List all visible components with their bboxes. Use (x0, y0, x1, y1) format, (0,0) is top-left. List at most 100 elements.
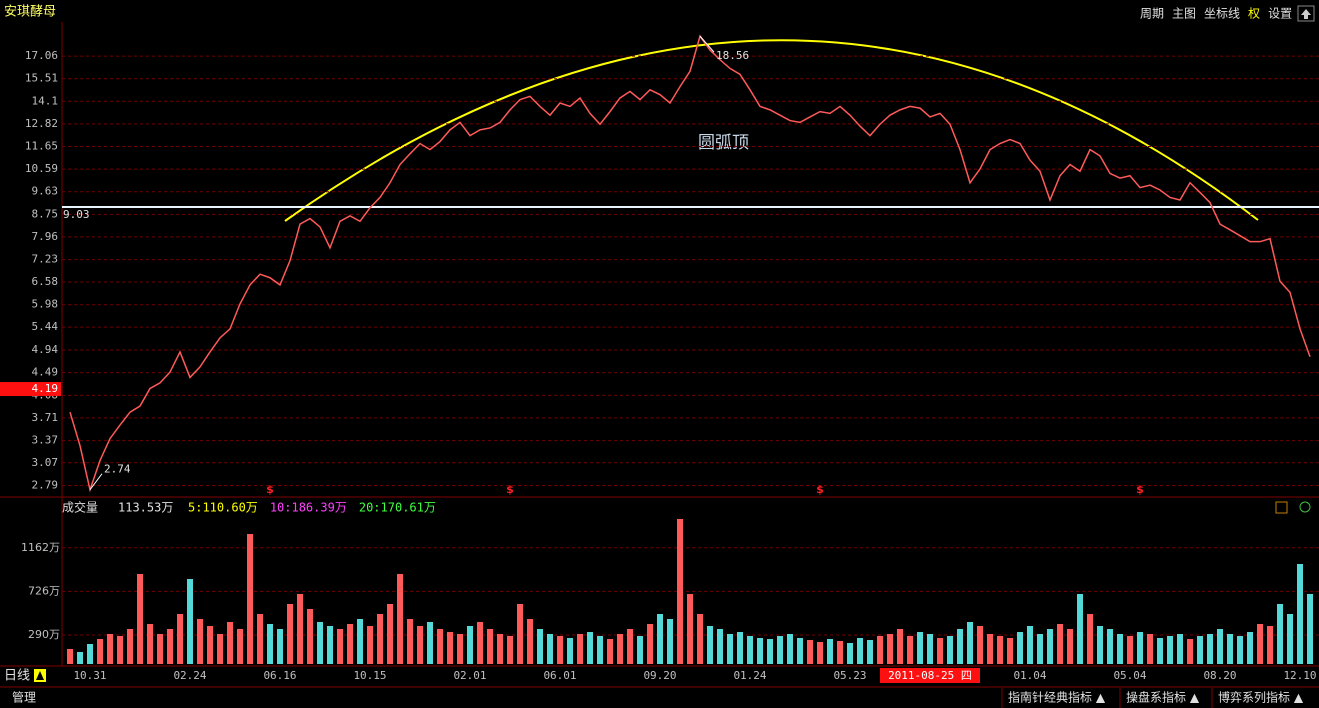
volume-bar (1017, 632, 1023, 664)
volume-bar (427, 622, 433, 664)
menu-item[interactable]: 坐标线 (1204, 7, 1240, 21)
volume-bar (787, 634, 793, 664)
volume-bar (797, 638, 803, 664)
volume-bar (497, 634, 503, 664)
volume-bar (1177, 634, 1183, 664)
volume-bar (737, 632, 743, 664)
volume-bar (557, 636, 563, 664)
volume-bar (1027, 626, 1033, 664)
volume-bar (457, 634, 463, 664)
menu-item[interactable]: 主图 (1172, 7, 1196, 21)
volume-bar (487, 629, 493, 664)
volume-bar (417, 626, 423, 664)
volume-bar (1207, 634, 1213, 664)
volume-bar (537, 629, 543, 664)
volume-ma-label: 5:110.60万 (188, 501, 258, 515)
volume-bar (777, 636, 783, 664)
scroll-button[interactable] (1297, 5, 1315, 22)
volume-bar (597, 636, 603, 664)
high-pointer (699, 35, 715, 53)
menu-item[interactable]: 设置 (1268, 7, 1292, 21)
volume-bar (87, 644, 93, 664)
volume-bar (1137, 632, 1143, 664)
price-line (69, 34, 1311, 493)
y-tick-label: 3.37 (32, 434, 59, 447)
y-tick-label: 4.94 (32, 343, 59, 356)
menu-item[interactable]: 权 (1248, 7, 1260, 21)
volume-tick-label: 726万 (28, 584, 60, 597)
y-tick-label: 9.63 (32, 185, 59, 198)
volume-bar (917, 632, 923, 664)
volume-bar (1077, 594, 1083, 664)
volume-bar (647, 624, 653, 664)
y-tick-label: 15.51 (25, 72, 58, 85)
volume-bar (1057, 624, 1063, 664)
volume-bar (727, 634, 733, 664)
volume-bar (127, 629, 133, 664)
volume-ma-label: 10:186.39万 (270, 501, 347, 515)
volume-bar (507, 636, 513, 664)
volume-bar (947, 636, 953, 664)
volume-bar (357, 619, 363, 664)
last-price-box (0, 382, 61, 397)
volume-title: 成交量 (62, 500, 98, 515)
bottom-left[interactable]: 管理 (12, 690, 36, 705)
volume-bar (567, 638, 573, 664)
volume-bar (807, 640, 813, 664)
y-tick-label: 3.71 (32, 411, 59, 424)
volume-bar (297, 594, 303, 664)
support-label: 9.03 (63, 208, 90, 221)
signal-marker: $ (816, 483, 824, 496)
volume-current: 113.53万 (118, 501, 173, 515)
volume-bar (1187, 639, 1193, 664)
volume-bar (637, 636, 643, 664)
period-label: 日线 (4, 669, 30, 684)
volume-bar (227, 622, 233, 664)
signal-marker: $ (506, 483, 514, 496)
tab[interactable]: 博弈系列指标 ▲ (1218, 690, 1304, 705)
volume-bar (887, 634, 893, 664)
volume-bar (1157, 638, 1163, 664)
tab[interactable]: 操盘系指标 ▲ (1126, 690, 1200, 705)
volume-bar (1247, 632, 1253, 664)
volume-bar (697, 614, 703, 664)
volume-bar (667, 619, 673, 664)
volume-tick-label: 1162万 (21, 541, 60, 554)
y-tick-label: 14.1 (32, 94, 59, 107)
menu-item[interactable]: 周期 (1140, 7, 1164, 21)
volume-bar (897, 629, 903, 664)
volume-bar (1277, 604, 1283, 664)
x-tick-label: 08.20 (1203, 669, 1236, 682)
volume-bar (1287, 614, 1293, 664)
volume-bar (1217, 629, 1223, 664)
volume-bar (317, 622, 323, 664)
volume-bar (627, 629, 633, 664)
volume-bar (287, 604, 293, 664)
volume-bar (337, 629, 343, 664)
volume-bar (1037, 634, 1043, 664)
volume-bar (107, 634, 113, 664)
volume-bar (177, 614, 183, 664)
volume-bar (277, 629, 283, 664)
volume-bar (257, 614, 263, 664)
volume-bar (147, 624, 153, 664)
volume-bar (397, 574, 403, 664)
low-pointer (89, 473, 103, 491)
volume-bar (867, 640, 873, 664)
x-tick-label: 06.01 (543, 669, 576, 682)
volume-bar (217, 634, 223, 664)
icon[interactable] (1275, 501, 1288, 514)
volume-bar (157, 634, 163, 664)
volume-bar (827, 639, 833, 664)
y-tick-label: 6.58 (32, 275, 59, 288)
tab[interactable]: 指南针经典指标 ▲ (1008, 690, 1106, 705)
y-tick-label: 5.98 (32, 298, 59, 311)
x-tick-label: 01.04 (1013, 669, 1046, 682)
volume-bar (707, 626, 713, 664)
x-tick-label: 05.23 (833, 669, 866, 682)
volume-bar (187, 579, 193, 664)
volume-bar (1197, 636, 1203, 664)
icon[interactable] (1299, 501, 1311, 513)
